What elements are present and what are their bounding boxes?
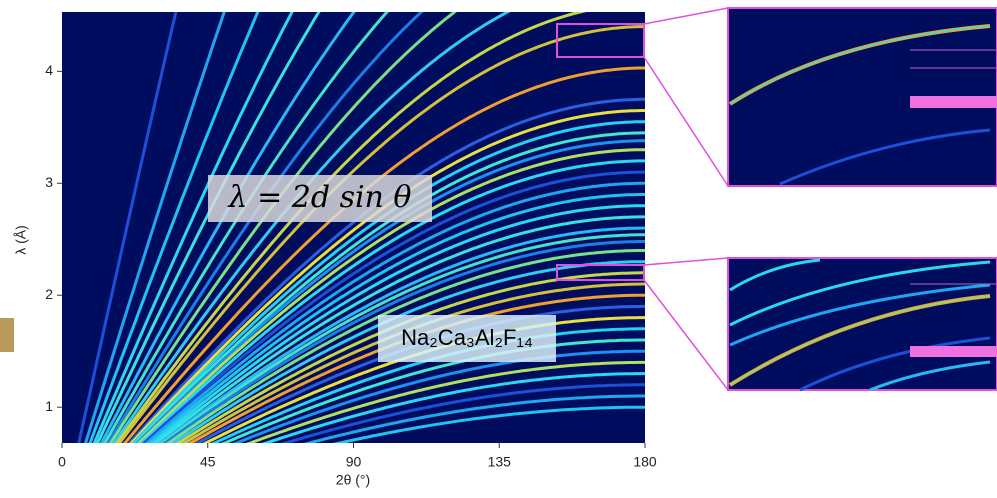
bragg-curve (112, 12, 511, 443)
y-tick-label: 1 (45, 398, 53, 414)
bragg-curve (170, 260, 645, 443)
y-tick-label: 2 (45, 286, 53, 302)
bragg-curve (92, 12, 294, 443)
y-axis-label: λ (Å) (13, 225, 29, 255)
bragg-curve (332, 405, 645, 443)
x-axis-label: 2θ (°) (336, 472, 370, 488)
bragg-curve (150, 204, 645, 443)
bragg-curve (115, 12, 587, 443)
bragg-curve (157, 226, 645, 443)
x-tick-label: 45 (200, 454, 216, 470)
bragg-curve (147, 193, 645, 443)
y-tick-label: 3 (45, 174, 53, 190)
bragg-curve (127, 97, 645, 443)
curves (77, 12, 645, 443)
bragg-curve (175, 271, 645, 443)
x-tick-label: 135 (488, 454, 512, 470)
bragg-curve (165, 248, 645, 443)
bragg-curve (135, 139, 645, 443)
bragg-curve (103, 12, 389, 443)
sample-holder (0, 318, 14, 352)
bragg-curve (261, 372, 645, 443)
bragg-curve (162, 240, 645, 443)
x-tick-label: 0 (58, 454, 66, 470)
compound-box (378, 315, 556, 362)
bragg-curve (136, 148, 645, 443)
bragg-curve (187, 293, 645, 443)
bragg-curve (108, 12, 457, 443)
bragg-curve (106, 12, 424, 443)
bragg-curve (131, 120, 645, 443)
bragg-curve (181, 282, 645, 443)
bragg-curve (160, 233, 645, 443)
y-tick-label: 4 (45, 62, 53, 78)
bragg-curve (95, 12, 321, 443)
connectors (643, 7, 729, 391)
bragg-curve (117, 25, 645, 443)
compound-label: Na₂Ca₃Al₂F₁₄ (401, 325, 533, 350)
bragg-curve (245, 360, 645, 443)
zoom-box (556, 23, 645, 58)
bragg-curve (144, 181, 645, 443)
x-tick-label: 180 (633, 454, 657, 470)
bragg-curve (139, 159, 645, 443)
bragg-curve (129, 109, 645, 443)
inset-top (727, 7, 997, 187)
formula-box (208, 175, 432, 222)
bragg-curve (84, 12, 226, 443)
bragg-curve (303, 394, 645, 443)
bragg-curve (88, 12, 260, 443)
formula: λ = 2d sin θ (228, 180, 412, 215)
bragg-curve (154, 215, 645, 443)
bragg-curve (141, 170, 645, 443)
bragg-curve (280, 383, 645, 443)
bragg-curve (99, 12, 356, 443)
bragg-curve (194, 304, 645, 443)
x-tick-label: 90 (346, 454, 362, 470)
inset-bottom (727, 257, 997, 392)
bragg-curve (77, 12, 178, 443)
zoom-box (556, 264, 645, 281)
